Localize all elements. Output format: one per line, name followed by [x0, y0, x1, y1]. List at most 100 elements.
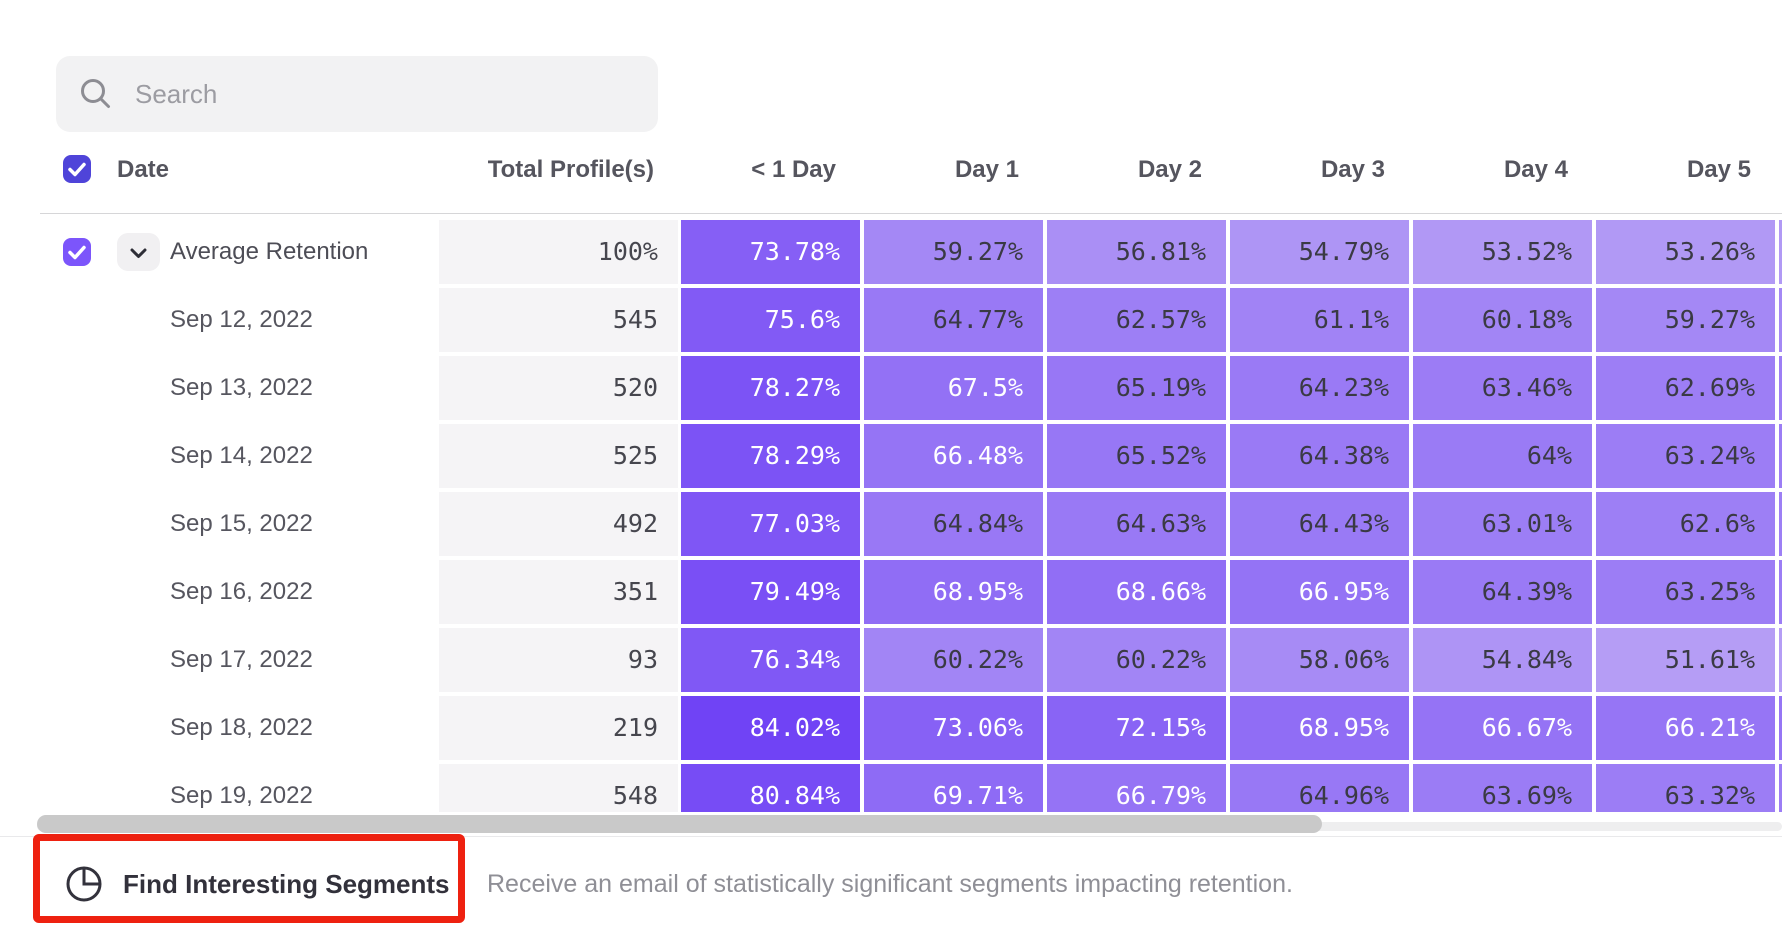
checkmark-icon	[68, 162, 86, 177]
table-row: Sep 18, 2022 219 84.02% 73.06% 72.15% 68.95% 6…	[0, 696, 1782, 760]
footer-description: Receive an email of statistically signif…	[487, 870, 1293, 898]
total-cell: 492	[439, 492, 678, 556]
heat-cell[interactable]: 66.48%	[864, 424, 1043, 488]
heat-cell[interactable]: 78.29%	[681, 424, 860, 488]
column-header-day: Day 1	[954, 156, 1019, 183]
heat-cell[interactable]: 59.27%	[1596, 288, 1775, 352]
heat-cell[interactable]: 79.49%	[681, 560, 860, 624]
heat-cell[interactable]: 75.6%	[681, 288, 860, 352]
heat-cell[interactable]: 66.67%	[1413, 696, 1592, 760]
heat-cell[interactable]: 59.27%	[864, 220, 1043, 284]
heat-cell[interactable]: 76.34%	[681, 628, 860, 692]
heat-cell[interactable]: 56.81%	[1047, 220, 1226, 284]
heat-cell[interactable]: 64.84%	[864, 492, 1043, 556]
table-row: Sep 16, 2022 351 79.49% 68.95% 68.66% 66.95% 6…	[0, 560, 1782, 624]
table-row: Sep 14, 2022 525 78.29% 66.48% 65.52% 64.38% 6…	[0, 424, 1782, 488]
heat-cell[interactable]: 60.22%	[1047, 628, 1226, 692]
column-header-day: < 1 Day	[751, 156, 836, 183]
heat-cell[interactable]: 68.66%	[1047, 560, 1226, 624]
row-label: Sep 16, 2022	[170, 578, 313, 605]
heat-cell[interactable]: 60.18%	[1413, 288, 1592, 352]
column-header-day: Day 2	[1137, 156, 1202, 183]
heat-cell[interactable]: 54.79%	[1230, 220, 1409, 284]
heat-cell[interactable]: 72.15%	[1047, 696, 1226, 760]
search-bar[interactable]	[56, 56, 658, 132]
heat-cell[interactable]: 65.52%	[1047, 424, 1226, 488]
heat-cell[interactable]: 73.06%	[864, 696, 1043, 760]
heat-cell[interactable]: 62.6%	[1596, 492, 1775, 556]
heat-cell-clipped[interactable]	[1779, 764, 1782, 812]
checkmark-icon	[68, 245, 86, 260]
column-header-day: Day 4	[1503, 156, 1568, 183]
search-input[interactable]	[135, 78, 595, 110]
heat-cell[interactable]: 66.21%	[1596, 696, 1775, 760]
row-label: Sep 17, 2022	[170, 646, 313, 673]
heat-cell[interactable]: 63.46%	[1413, 356, 1592, 420]
heat-cell[interactable]: 84.02%	[681, 696, 860, 760]
heat-cell-clipped[interactable]	[1779, 356, 1782, 420]
chevron-down-icon	[130, 248, 147, 258]
heat-cell[interactable]: 53.26%	[1596, 220, 1775, 284]
heat-cell[interactable]: 64.77%	[864, 288, 1043, 352]
select-all-checkbox[interactable]	[63, 155, 91, 183]
heat-cell[interactable]: 61.1%	[1230, 288, 1409, 352]
heat-cell[interactable]: 73.78%	[681, 220, 860, 284]
expand-chevron-button[interactable]	[117, 233, 160, 271]
heat-cell[interactable]: 54.84%	[1413, 628, 1592, 692]
heat-cell[interactable]: 64.63%	[1047, 492, 1226, 556]
heat-cell-clipped[interactable]	[1779, 424, 1782, 488]
heat-cell[interactable]: 66.95%	[1230, 560, 1409, 624]
heat-cell[interactable]: 64.38%	[1230, 424, 1409, 488]
heat-cell-clipped[interactable]	[1779, 560, 1782, 624]
row-checkbox[interactable]	[63, 238, 91, 266]
heat-cell[interactable]: 63.25%	[1596, 560, 1775, 624]
column-header-day: Day 3	[1320, 156, 1385, 183]
row-label: Sep 19, 2022	[170, 782, 313, 809]
total-cell: 545	[439, 288, 678, 352]
heat-cell[interactable]: 66.79%	[1047, 764, 1226, 812]
heat-cell[interactable]: 64.39%	[1413, 560, 1592, 624]
heat-cell[interactable]: 58.06%	[1230, 628, 1409, 692]
heat-cell[interactable]: 68.95%	[864, 560, 1043, 624]
heat-cell[interactable]: 67.5%	[864, 356, 1043, 420]
heat-cell[interactable]: 53.52%	[1413, 220, 1592, 284]
total-cell: 548	[439, 764, 678, 812]
heat-cell[interactable]: 60.22%	[864, 628, 1043, 692]
heat-cell[interactable]: 68.95%	[1230, 696, 1409, 760]
heat-cell[interactable]: 78.27%	[681, 356, 860, 420]
heat-cell[interactable]: 80.84%	[681, 764, 860, 812]
heat-cell-clipped[interactable]	[1779, 696, 1782, 760]
find-interesting-segments-button[interactable]: Find Interesting Segments	[123, 869, 450, 899]
heat-cell-clipped[interactable]	[1779, 492, 1782, 556]
row-label: Average Retention	[170, 238, 369, 265]
header-divider	[40, 213, 1782, 214]
heat-cell[interactable]: 62.69%	[1596, 356, 1775, 420]
heat-cell[interactable]: 63.01%	[1413, 492, 1592, 556]
heat-cell-clipped[interactable]	[1779, 288, 1782, 352]
heat-cell[interactable]: 63.69%	[1413, 764, 1592, 812]
heat-cell[interactable]: 77.03%	[681, 492, 860, 556]
heat-cell[interactable]: 63.32%	[1596, 764, 1775, 812]
heat-cell[interactable]: 64.96%	[1230, 764, 1409, 812]
total-cell: 525	[439, 424, 678, 488]
heat-cell[interactable]: 64.43%	[1230, 492, 1409, 556]
red-highlight-annotation	[33, 834, 465, 923]
row-label: Sep 15, 2022	[170, 510, 313, 537]
total-cell: 520	[439, 356, 678, 420]
heat-cell[interactable]: 65.19%	[1047, 356, 1226, 420]
heat-cell[interactable]: 64%	[1413, 424, 1592, 488]
total-cell: 93	[439, 628, 678, 692]
column-header-total: Total Profile(s)	[487, 156, 654, 183]
total-cell: 100%	[439, 220, 678, 284]
heat-cell[interactable]: 62.57%	[1047, 288, 1226, 352]
heat-cell[interactable]: 63.24%	[1596, 424, 1775, 488]
segments-icon	[66, 866, 102, 902]
heat-cell[interactable]: 51.61%	[1596, 628, 1775, 692]
heat-cell[interactable]: 69.71%	[864, 764, 1043, 812]
table-row: Sep 15, 2022 492 77.03% 64.84% 64.63% 64.43% 6…	[0, 492, 1782, 556]
horizontal-scrollbar-thumb[interactable]	[37, 815, 1322, 833]
heat-cell[interactable]: 64.23%	[1230, 356, 1409, 420]
heat-cell-clipped[interactable]	[1779, 628, 1782, 692]
table-row: Sep 13, 2022 520 78.27% 67.5% 65.19% 64.23% 63…	[0, 356, 1782, 420]
heat-cell-clipped[interactable]	[1779, 220, 1782, 284]
